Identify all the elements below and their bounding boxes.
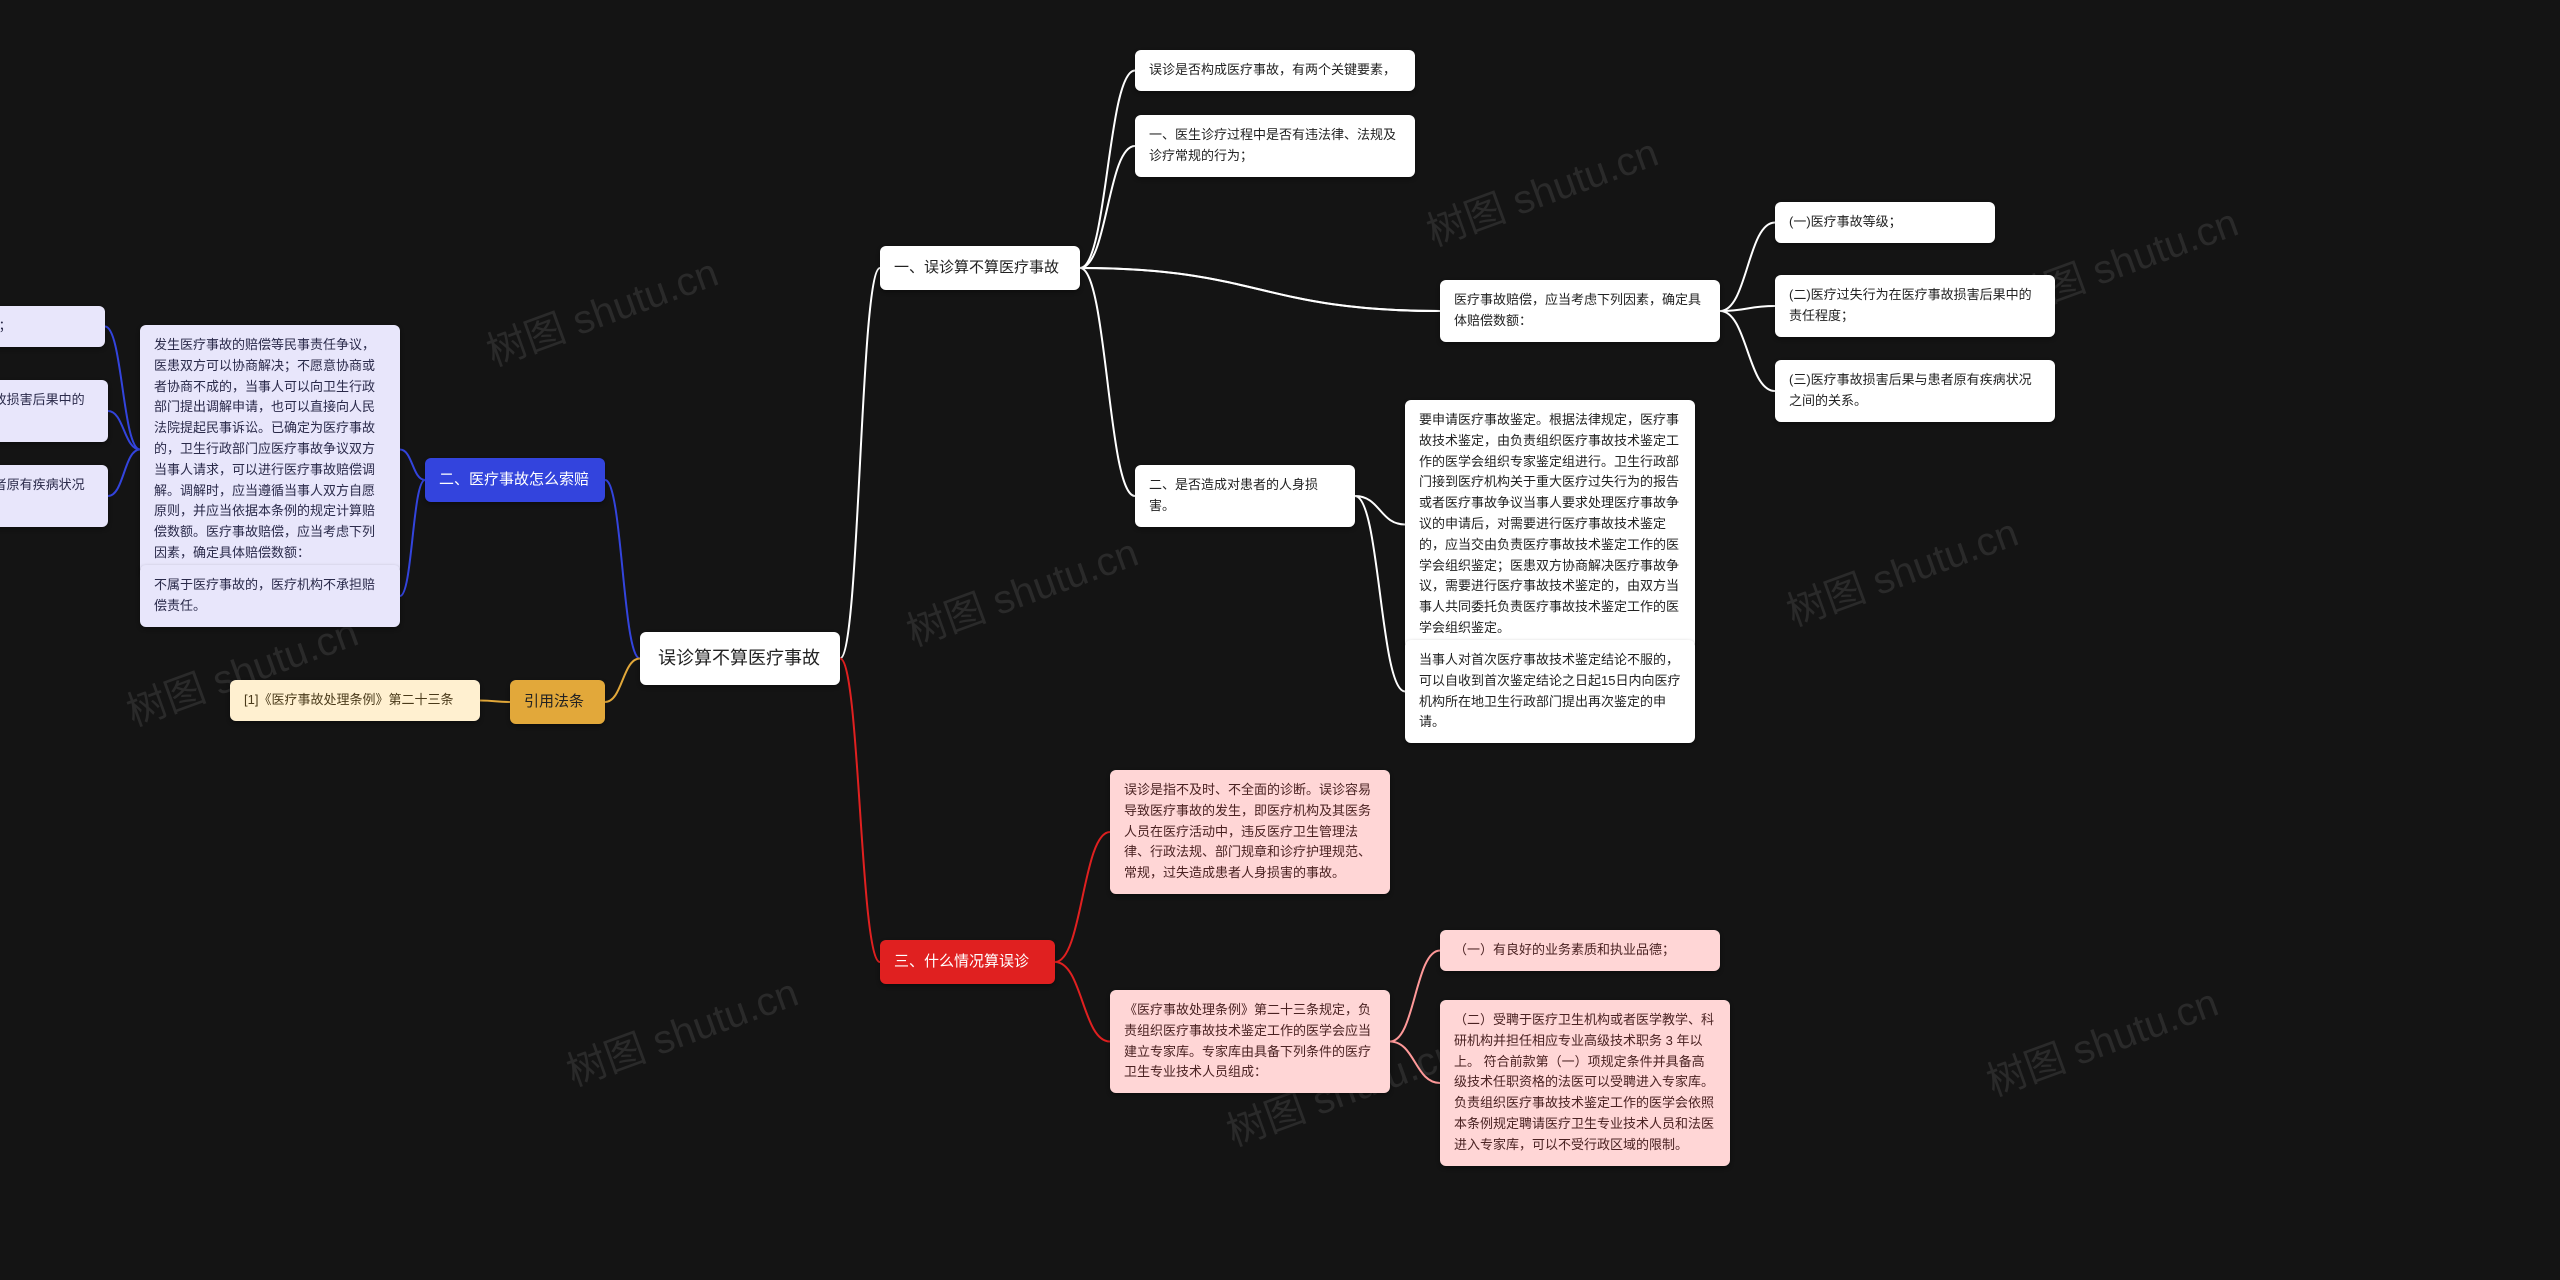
mindmap-node: 当事人对首次医疗事故技术鉴定结论不服的，可以自收到首次鉴定结论之日起15日内向医… — [1405, 640, 1695, 743]
mindmap-node: [1]《医疗事故处理条例》第二十三条 — [230, 680, 480, 721]
mindmap-node: 不属于医疗事故的，医疗机构不承担赔偿责任。 — [140, 565, 400, 627]
mindmap-node: 三、什么情况算误诊 — [880, 940, 1055, 984]
watermark: 树图 shutu.cn — [1977, 970, 2225, 1107]
watermark: 树图 shutu.cn — [557, 960, 805, 1097]
mindmap-node: 发生医疗事故的赔偿等民事责任争议，医患双方可以协商解决；不愿意协商或者协商不成的… — [140, 325, 400, 574]
mindmap-node: (一)医疗事故等级； — [0, 306, 105, 347]
mindmap-node: 《医疗事故处理条例》第二十三条规定，负责组织医疗事故技术鉴定工作的医学会应当建立… — [1110, 990, 1390, 1093]
mindmap-node: (一)医疗事故等级； — [1775, 202, 1995, 243]
mindmap-node: (三)医疗事故损害后果与患者原有疾病状况之间的关系。 — [0, 465, 108, 527]
mindmap-node: 误诊是指不及时、不全面的诊断。误诊容易导致医疗事故的发生，即医疗机构及其医务人员… — [1110, 770, 1390, 894]
mindmap-node: 引用法条 — [510, 680, 605, 724]
mindmap-node: （一）有良好的业务素质和执业品德； — [1440, 930, 1720, 971]
mindmap-node: （二）受聘于医疗卫生机构或者医学教学、科研机构并担任相应专业高级技术职务 3 年… — [1440, 1000, 1730, 1166]
mindmap-node: 要申请医疗事故鉴定。根据法律规定，医疗事故技术鉴定，由负责组织医疗事故技术鉴定工… — [1405, 400, 1695, 649]
mindmap-node: 二、医疗事故怎么索赔 — [425, 458, 605, 502]
watermark: 树图 shutu.cn — [1777, 500, 2025, 637]
watermark: 树图 shutu.cn — [477, 240, 725, 377]
mindmap-node: 二、是否造成对患者的人身损害。 — [1135, 465, 1355, 527]
mindmap-node: (二)医疗过失行为在医疗事故损害后果中的责任程度； — [0, 380, 108, 442]
watermark: 树图 shutu.cn — [1417, 120, 1665, 257]
mindmap-node: 误诊算不算医疗事故 — [640, 632, 840, 685]
mindmap-node: 一、医生诊疗过程中是否有违法律、法规及诊疗常规的行为； — [1135, 115, 1415, 177]
mindmap-node: 一、误诊算不算医疗事故 — [880, 246, 1080, 290]
mindmap-node: (三)医疗事故损害后果与患者原有疾病状况之间的关系。 — [1775, 360, 2055, 422]
mindmap-node: (二)医疗过失行为在医疗事故损害后果中的责任程度； — [1775, 275, 2055, 337]
watermark: 树图 shutu.cn — [897, 520, 1145, 657]
mindmap-node: 误诊是否构成医疗事故，有两个关键要素， — [1135, 50, 1415, 91]
mindmap-node: 医疗事故赔偿，应当考虑下列因素，确定具体赔偿数额： — [1440, 280, 1720, 342]
